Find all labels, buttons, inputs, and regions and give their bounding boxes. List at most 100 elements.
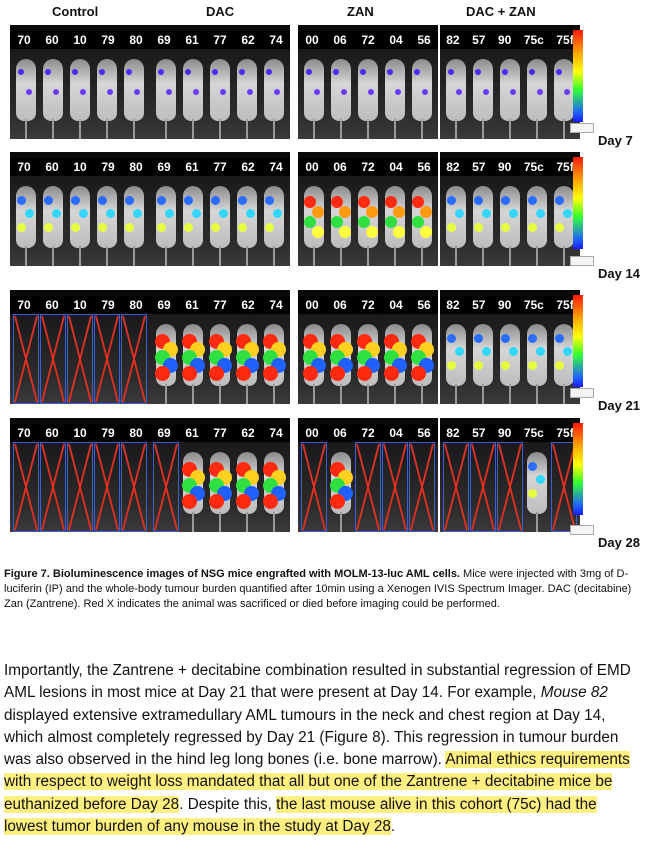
mouse-tail [394, 246, 396, 266]
signal-spot [44, 196, 53, 205]
signal-spot [72, 69, 78, 75]
mouse-tail [394, 384, 396, 404]
mouse-id: 72 [361, 298, 375, 312]
sacrificed-x-mark [497, 442, 523, 532]
signal-spot [420, 226, 432, 238]
mouse-id: 75f [556, 33, 574, 47]
signal-spot [509, 347, 518, 357]
mouse-image [182, 452, 205, 532]
mouse-id: 61 [185, 298, 199, 312]
mouse-tail [455, 246, 457, 266]
signal-spot [456, 89, 462, 95]
mouse-image [124, 186, 144, 266]
signal-spot [134, 89, 140, 95]
signal-spot [555, 334, 564, 343]
caption-title: Figure 7. Bioluminescence images of NSG … [4, 568, 460, 580]
mouse-tail [246, 512, 248, 532]
signal-spot [474, 222, 483, 232]
mouse-id: 56 [417, 298, 431, 312]
signal-spot [447, 222, 456, 232]
signal-spot [412, 216, 424, 228]
signal-spot [236, 494, 251, 509]
signal-spot [26, 89, 32, 95]
mouse-id: 77 [213, 298, 227, 312]
mouse-id-row: 82 57 90 75c 75f [440, 158, 580, 176]
mouse-id: 04 [389, 426, 403, 440]
mouse-image [411, 324, 434, 404]
signal-spot [384, 366, 399, 381]
mouse-id: 62 [241, 298, 255, 312]
mouse-tail [340, 384, 342, 404]
mouse-id: 61 [185, 426, 199, 440]
mouse-id: 70 [17, 33, 31, 47]
mouse-image [527, 452, 547, 532]
signal-spot [420, 206, 432, 218]
mouse-id-row: 70 60 10 79 80 [10, 296, 150, 314]
signal-spot [331, 196, 343, 208]
signal-spot [157, 222, 166, 232]
caption-text: Mice were injected with 3mg of D-lucifer… [4, 568, 632, 610]
image-panel: 69 61 77 62 74 [150, 152, 290, 266]
mouse-tail [367, 119, 369, 139]
mouse-tail [394, 119, 396, 139]
signal-spot [482, 347, 491, 357]
signal-spot [107, 89, 113, 95]
signal-spot [209, 494, 224, 509]
image-panel: 69 61 77 62 74 [150, 290, 290, 404]
mouse-image [303, 324, 326, 404]
sacrificed-x-mark [355, 442, 381, 532]
mouse-id: 57 [472, 298, 486, 312]
mouse-id-row: 70 60 10 79 80 [10, 158, 150, 176]
mouse-id: 06 [333, 298, 347, 312]
signal-spot [274, 89, 280, 95]
mouse-tail [219, 384, 221, 404]
image-panel: 00 06 72 04 56 [298, 152, 438, 266]
signal-spot [528, 334, 537, 343]
signal-spot [528, 222, 537, 232]
mouse-image [473, 59, 493, 139]
signal-spot [556, 69, 562, 75]
signal-spot [536, 209, 545, 219]
signal-spot [447, 196, 456, 205]
image-panel: 82 57 90 75c 75f [440, 290, 580, 404]
mouse-tail [52, 246, 54, 266]
signal-spot [99, 69, 105, 75]
mouse-id: 04 [389, 160, 403, 174]
mouse-id: 75c [523, 160, 544, 174]
mouse-image [554, 59, 574, 139]
mouse-id: 90 [497, 426, 512, 440]
mouse-id-row: 00 06 72 04 56 [298, 296, 438, 314]
signal-spot [184, 222, 193, 232]
mouse-tail [246, 246, 248, 266]
signal-spot [125, 196, 134, 205]
signal-spot [422, 89, 428, 95]
mouse-id: 90 [497, 298, 512, 312]
mouse-id: 72 [361, 33, 375, 47]
mouse-tail [340, 246, 342, 266]
signal-spot [80, 89, 86, 95]
body-text-2: displayed extensive extramedullary AML t… [4, 706, 619, 769]
signal-spot [357, 366, 372, 381]
mouse-image [70, 186, 90, 266]
mouse-id: 75c [523, 426, 544, 440]
signal-spot [339, 226, 351, 238]
signal-spot [366, 226, 378, 238]
signal-spot [393, 226, 405, 238]
mouse-image [500, 324, 520, 404]
sacrificed-x-mark [470, 442, 496, 532]
signal-spot [501, 360, 510, 370]
mouse-id-row: 70 60 10 79 80 [10, 31, 150, 49]
scale-legend-box [570, 525, 594, 535]
mouse-tail [509, 246, 511, 266]
day-label: Day 14 [598, 266, 640, 281]
mouse-tail [563, 119, 565, 139]
sacrificed-x-mark [67, 442, 93, 532]
day-label: Day 21 [598, 398, 640, 413]
mouse-image [500, 186, 520, 266]
signal-spot [247, 89, 253, 95]
signal-spot [483, 89, 489, 95]
signal-spot [155, 366, 170, 381]
mouse-id: 75f [556, 298, 574, 312]
mouse-tail [313, 119, 315, 139]
image-panel: 70 60 10 79 80 [10, 25, 150, 139]
